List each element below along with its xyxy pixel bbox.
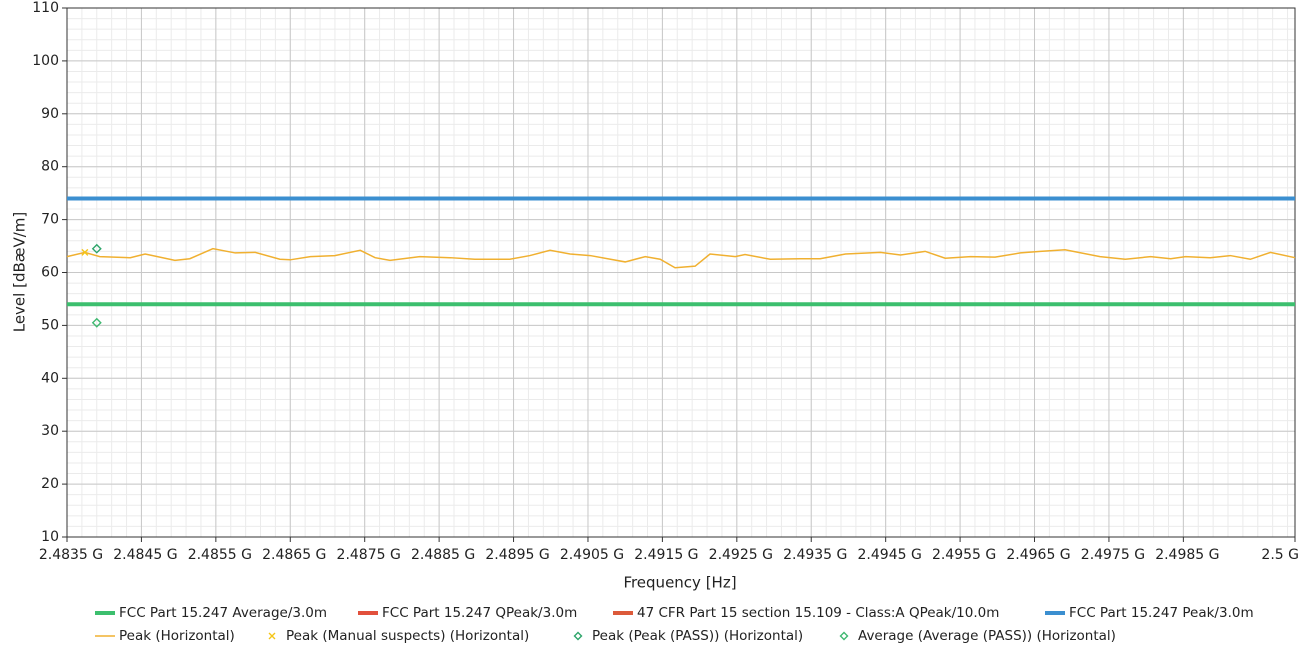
x-tick-label: 2.4905 G (560, 547, 624, 563)
legend-label: 47 CFR Part 15 section 15.109 - Class:A … (637, 605, 999, 621)
y-tick-label: 110 (32, 0, 59, 16)
x-tick-label: 2.4985 G (1155, 547, 1219, 563)
y-tick-label: 100 (32, 53, 59, 69)
x-tick-label: 2.4915 G (634, 547, 698, 563)
x-tick-label: 2.4885 G (411, 547, 475, 563)
y-tick-label: 10 (41, 529, 59, 545)
x-tick-label: 2.4865 G (262, 547, 326, 563)
x-tick-label: 2.4845 G (113, 547, 177, 563)
legend-swatch (839, 631, 849, 641)
diamond-marker (91, 317, 102, 328)
legend-label: Average (Average (PASS)) (Horizontal) (858, 628, 1116, 644)
legend-swatch (268, 632, 276, 640)
x-tick-label: 2.4935 G (783, 547, 847, 563)
x-tick-label: 2.4855 G (188, 547, 252, 563)
x-axis-label: Frequency [Hz] (623, 574, 736, 592)
y-tick-label: 90 (41, 106, 59, 122)
legend-label: FCC Part 15.247 QPeak/3.0m (382, 605, 577, 621)
x-tick-label: 2.4835 G (39, 547, 103, 563)
cross-marker (81, 248, 89, 256)
y-tick-label: 40 (41, 370, 59, 386)
y-tick-label: 50 (41, 317, 59, 333)
legend-swatch (1045, 611, 1065, 615)
diamond-marker (91, 243, 102, 254)
plot-frame (66, 7, 1296, 538)
x-tick-label: 2.5 G (1261, 547, 1299, 563)
legend-label: Peak (Manual suspects) (Horizontal) (286, 628, 529, 644)
x-tick-label: 2.4965 G (1006, 547, 1070, 563)
trace-line (66, 247, 1296, 269)
legend-label: FCC Part 15.247 Average/3.0m (119, 605, 327, 621)
y-axis-label: Level [dBæV/m] (11, 212, 29, 333)
legend-swatch (613, 611, 633, 615)
y-tick-label: 20 (41, 476, 59, 492)
legend-swatch (95, 611, 115, 615)
x-tick-label: 2.4875 G (337, 547, 401, 563)
legend-label: Peak (Peak (PASS)) (Horizontal) (592, 628, 803, 644)
y-tick-label: 60 (41, 265, 59, 281)
x-tick-label: 2.4955 G (932, 547, 996, 563)
x-tick-label: 2.4975 G (1081, 547, 1145, 563)
y-tick-label: 30 (41, 423, 59, 439)
legend-label: FCC Part 15.247 Peak/3.0m (1069, 605, 1254, 621)
y-tick-label: 70 (41, 212, 59, 228)
x-tick-label: 2.4945 G (858, 547, 922, 563)
x-tick-label: 2.4925 G (709, 547, 773, 563)
legend-swatch (358, 611, 378, 615)
y-tick-label: 80 (41, 159, 59, 175)
legend-label: Peak (Horizontal) (119, 628, 235, 644)
legend-swatch (573, 631, 583, 641)
x-tick-label: 2.4895 G (485, 547, 549, 563)
